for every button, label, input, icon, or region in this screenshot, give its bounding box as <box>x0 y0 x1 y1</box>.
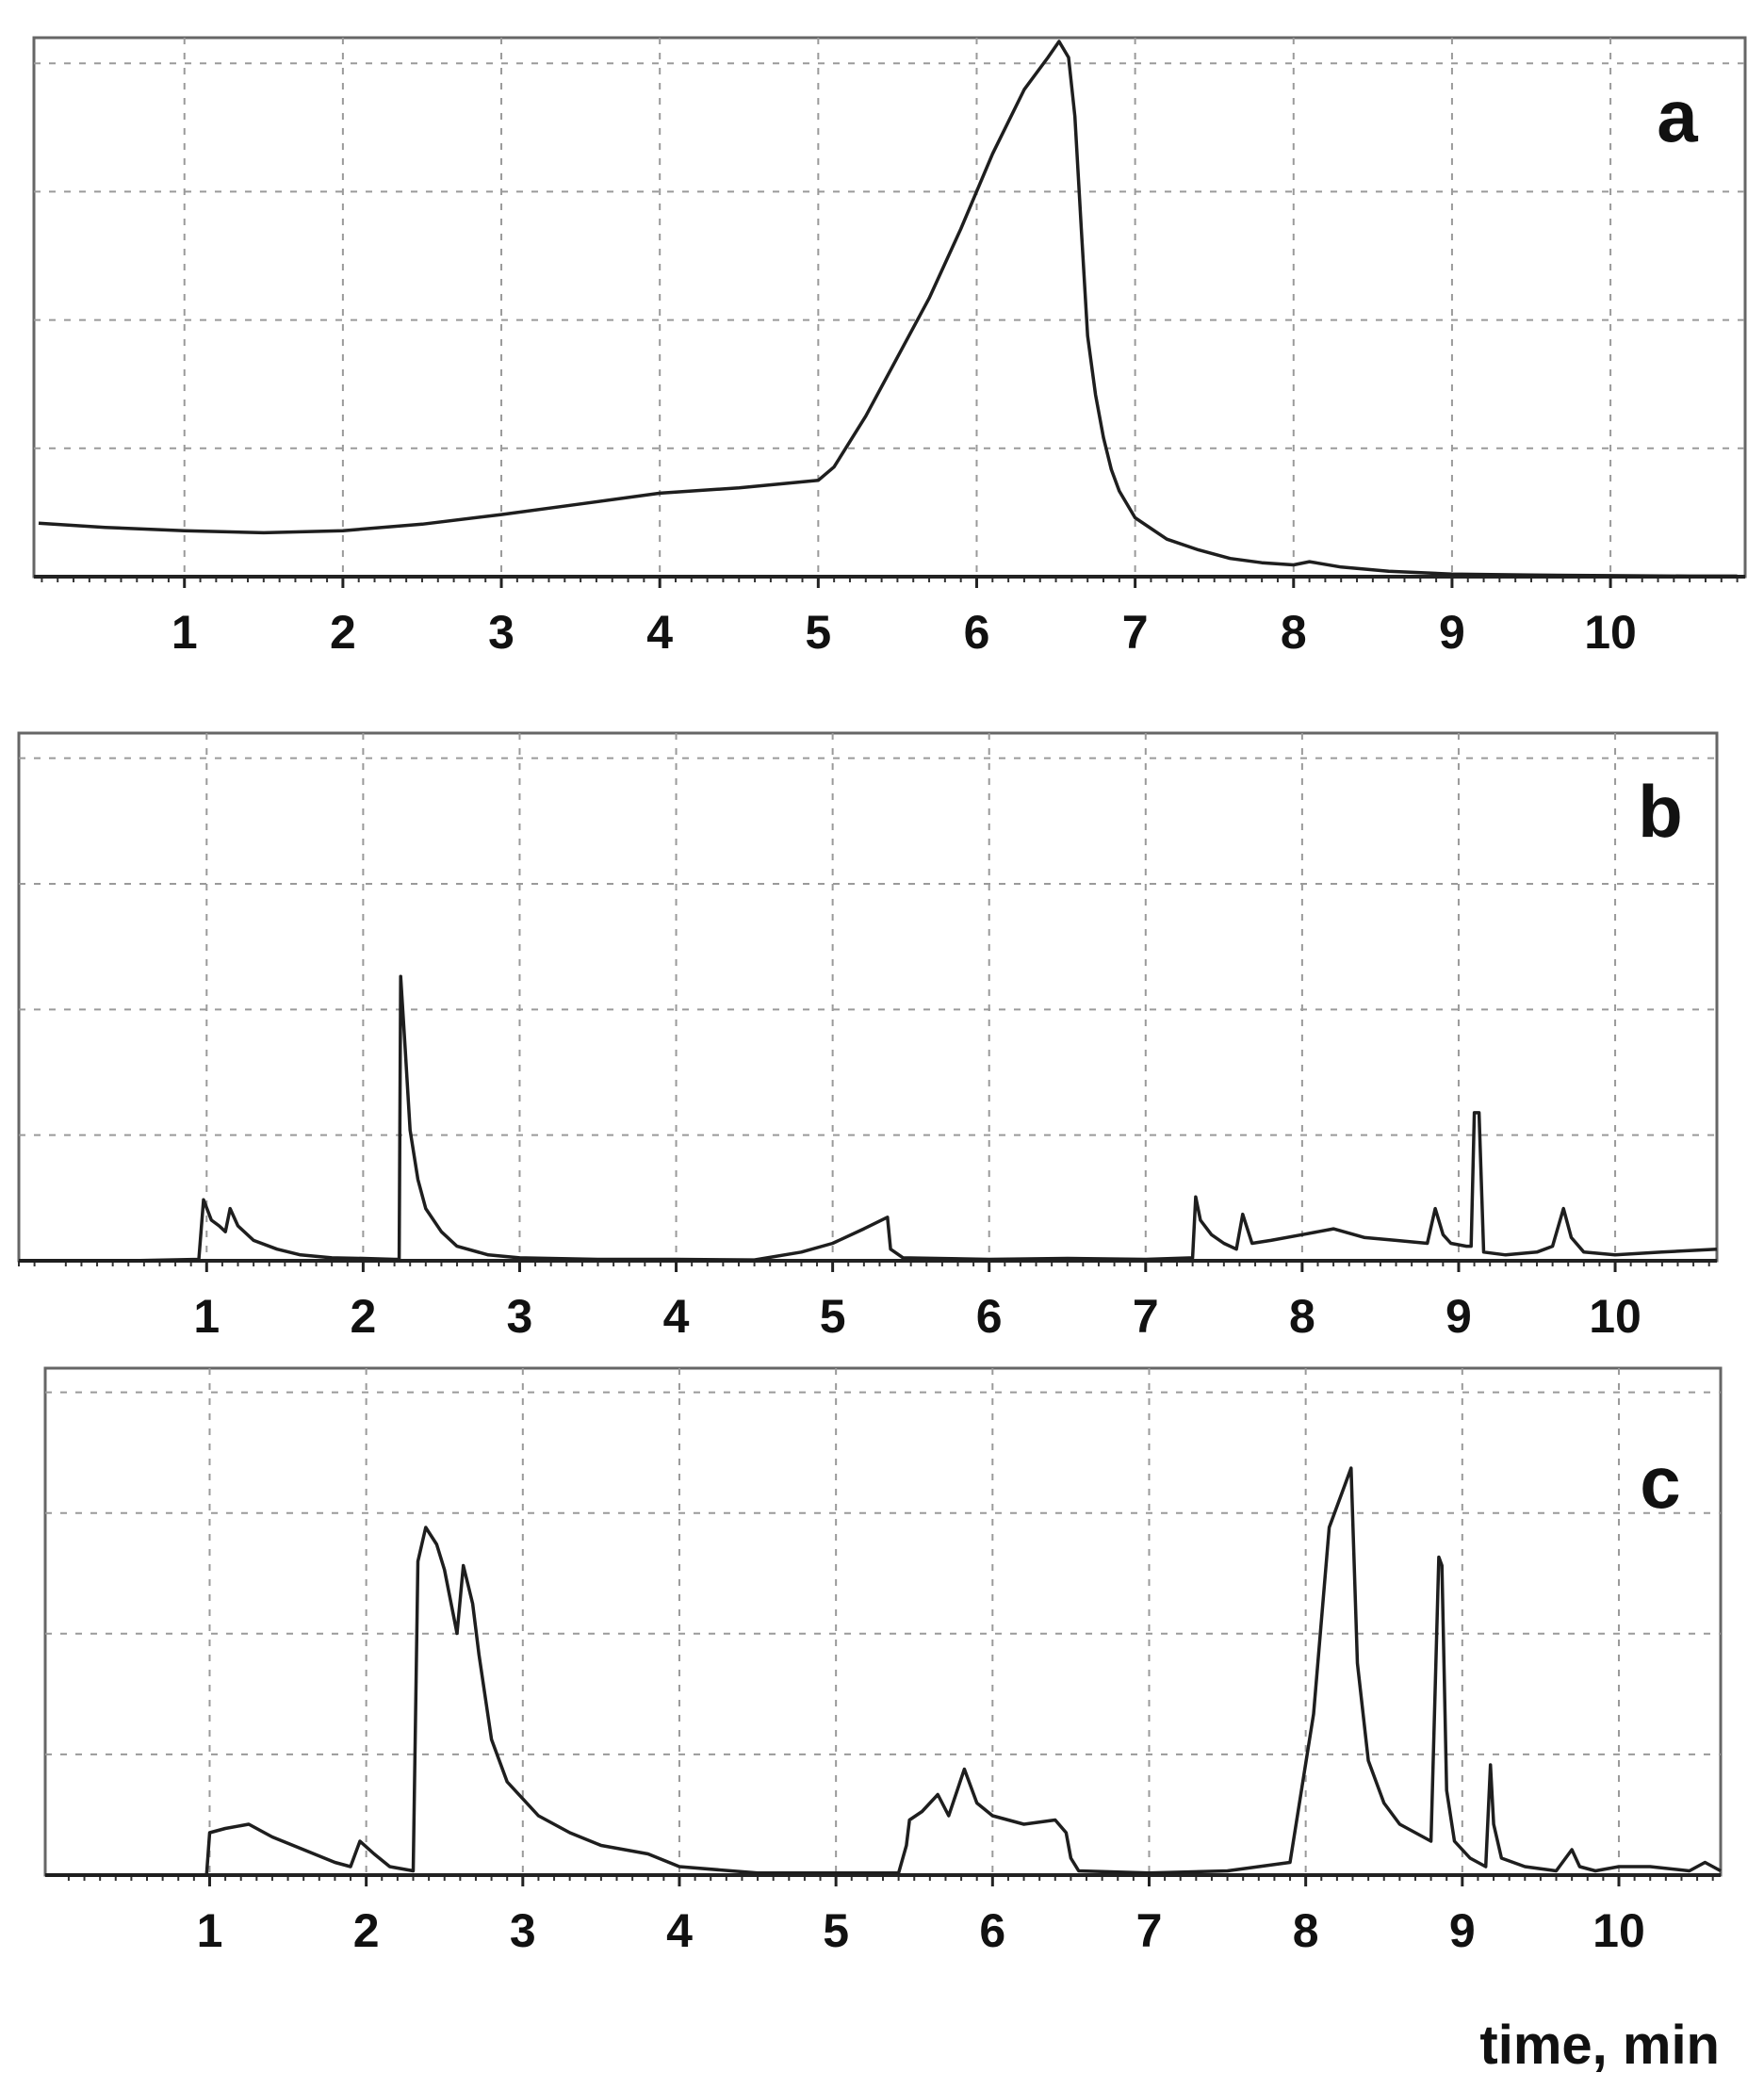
x-tick-label: 1 <box>172 606 198 659</box>
x-tick-label: 9 <box>1449 1904 1476 1957</box>
x-tick-label: 7 <box>1136 1904 1163 1957</box>
x-tick-label: 8 <box>1281 606 1307 659</box>
x-tick-label: 2 <box>350 1290 376 1343</box>
x-tick-label: 10 <box>1592 1904 1645 1957</box>
x-tick-label: 7 <box>1133 1290 1159 1343</box>
plot-frame <box>32 36 1747 579</box>
x-tick-label: 4 <box>663 1290 690 1343</box>
x-tick-label: 6 <box>976 1290 1003 1343</box>
x-tick-label: 1 <box>197 1904 223 1957</box>
x-tick-label: 8 <box>1289 1290 1315 1343</box>
panel-label: b <box>1638 770 1683 853</box>
x-tick-label: 6 <box>964 606 990 659</box>
x-tick-label: 4 <box>666 1904 693 1957</box>
x-tick-label: 10 <box>1589 1290 1642 1343</box>
plot-frame <box>43 1366 1723 1877</box>
x-tick-label: 10 <box>1584 606 1637 659</box>
x-tick-label: 6 <box>979 1904 1005 1957</box>
x-tick-label: 5 <box>805 606 831 659</box>
panel-label: a <box>1657 74 1698 157</box>
chromatogram-trace <box>38 40 1738 579</box>
chromatogram-panel-a: 1 2 3 4 5 6 7 8 9 10 a <box>32 36 1747 659</box>
x-tick-label: 3 <box>507 1290 533 1343</box>
chromatogram-trace <box>45 1466 1722 1877</box>
x-tick-label: 3 <box>488 606 514 659</box>
x-tick-label: 5 <box>823 1904 849 1957</box>
x-tick-label: 2 <box>330 606 356 659</box>
chromatogram-trace <box>19 974 1718 1263</box>
chromatogram-panel-b: 1 2 3 4 5 6 7 8 9 10 b <box>17 731 1719 1343</box>
x-tick-label: 4 <box>646 606 673 659</box>
chromatogram-panel-c: 1 2 3 4 5 6 7 8 9 10 c <box>43 1366 1723 1957</box>
x-tick-label: 7 <box>1122 606 1149 659</box>
x-tick-label: 8 <box>1293 1904 1319 1957</box>
x-tick-label: 1 <box>193 1290 220 1343</box>
x-tick-label: 5 <box>820 1290 846 1343</box>
x-axis-label: time, min <box>1479 2015 1720 2076</box>
x-tick-label: 3 <box>510 1904 536 1957</box>
panel-label: c <box>1640 1441 1680 1524</box>
x-tick-label: 9 <box>1439 606 1465 659</box>
x-tick-label: 2 <box>353 1904 380 1957</box>
plot-frame <box>17 731 1719 1263</box>
x-tick-label: 9 <box>1446 1290 1472 1343</box>
